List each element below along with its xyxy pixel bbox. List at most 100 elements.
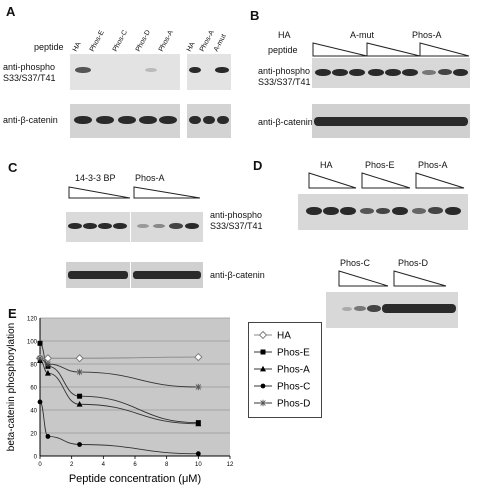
panel-b-gradient-triangles <box>312 42 470 57</box>
blot-band <box>367 305 381 312</box>
x-tick-label: 0 <box>38 462 42 468</box>
panel-b-group-ha: HA <box>278 30 291 40</box>
blot-band <box>189 67 201 73</box>
panel-c-blot2-right <box>131 262 203 288</box>
panel-a-letter: A <box>6 4 16 19</box>
legend-marker-ha <box>258 330 268 340</box>
data-point-ha <box>194 352 203 362</box>
series-line-phos-c <box>39 401 199 455</box>
panel-b-blot2-label: anti-β-catenin <box>258 117 313 127</box>
blot-band <box>203 116 215 124</box>
panel-d-blot-bottom <box>326 292 458 328</box>
concentration-gradient-triangle <box>419 42 470 57</box>
concentration-gradient-triangle <box>338 270 389 287</box>
panel-b-blot1-label: anti-phospho S33/S37/T41 <box>258 66 311 88</box>
data-point-phos-e <box>77 393 83 399</box>
legend-label-phos-a: Phos-A <box>277 365 310 376</box>
blot-band <box>453 69 468 76</box>
panel-a-blot2-label: anti-β-catenin <box>3 115 58 125</box>
blot-band <box>98 223 112 229</box>
legend-label-ha: HA <box>277 331 291 342</box>
x-tick-label: 12 <box>227 462 234 468</box>
x-tick-label: 10 <box>195 462 202 468</box>
panel-e-letter: E <box>8 306 17 321</box>
blot-band <box>445 207 461 215</box>
blot-band <box>217 116 229 124</box>
data-point-phos-e <box>37 340 43 346</box>
data-point-phos-c <box>45 434 51 439</box>
panel-c-letter: C <box>8 160 18 175</box>
panel-a-lane-phos-d: Phos-D <box>134 29 152 53</box>
panel-c-group-phos-a: Phos-A <box>135 173 165 183</box>
blot-band <box>145 68 157 72</box>
panel-c-blot1-label-line1: anti-phospho <box>210 210 263 220</box>
legend-label-phos-e: Phos-E <box>277 348 310 359</box>
blot-band <box>159 116 177 124</box>
panel-b-blot1-label-line1: anti-phospho <box>258 66 311 76</box>
panel-a-blot1-right <box>187 54 231 90</box>
concentration-gradient-triangle <box>415 172 465 189</box>
x-axis-label: Peptide concentration (μM) <box>69 473 201 485</box>
x-tick-label: 4 <box>102 462 106 468</box>
panel-a-blot2-left <box>70 104 180 138</box>
blot-band <box>360 208 374 214</box>
marker-stroke <box>37 355 43 361</box>
y-tick-label: 120 <box>27 317 38 323</box>
blot-band <box>118 116 136 124</box>
y-tick-label: 80 <box>30 363 37 369</box>
panel-c-blot1-left <box>66 212 130 242</box>
blot-band <box>113 223 127 229</box>
panel-a-blot1-left <box>70 54 180 90</box>
blot-band <box>402 69 418 76</box>
blot-band <box>314 117 468 126</box>
panel-d-group-ha: HA <box>320 160 333 170</box>
blot-band <box>385 69 401 76</box>
data-point-phos-c <box>195 451 201 457</box>
data-point-phos-a <box>44 370 51 376</box>
panel-b-blot1-label-line2: S33/S37/T41 <box>258 77 311 87</box>
marker-stroke <box>195 384 202 390</box>
x-tick-label: 8 <box>165 462 169 468</box>
concentration-gradient-triangle <box>312 42 368 57</box>
panel-d-group-phos-a: Phos-A <box>418 160 448 170</box>
legend-entries: HA Phos-E Phos-A Phos-C Phos-D <box>254 330 310 410</box>
panel-c-gradient-triangles <box>68 186 201 199</box>
blot-band <box>83 223 97 229</box>
blot-band <box>368 69 384 76</box>
panel-a-lane-phos-a: Phos-A <box>157 29 175 53</box>
panel-d-group-phos-d: Phos-D <box>398 258 429 268</box>
y-tick-label: 40 <box>30 409 37 415</box>
panel-d-letter: D <box>253 158 263 173</box>
data-point-phos-d <box>44 360 52 368</box>
panel-a-blot1-label-line1: anti-phospho <box>3 62 56 72</box>
data-point-phos-a <box>76 401 83 407</box>
data-point-phos-d <box>195 383 202 391</box>
data-point-phos-d <box>76 368 83 376</box>
panel-c-blot2-label: anti-β-catenin <box>210 270 265 280</box>
panel-c-blot1-label-line2: S33/S37/T41 <box>210 221 263 231</box>
data-point-ha <box>75 354 84 363</box>
panel-d-gradient-triangles-top <box>308 172 465 189</box>
blot-band <box>349 69 365 76</box>
panel-a-peptide-label: peptide <box>34 42 64 52</box>
blot-band <box>74 116 92 124</box>
concentration-gradient-triangle <box>133 186 201 199</box>
panel-b-blot1 <box>312 58 470 88</box>
panel-b-peptide-label: peptide <box>268 45 298 55</box>
series-line-phos-a <box>39 360 199 425</box>
blot-band <box>96 116 114 124</box>
blot-band <box>137 224 149 228</box>
y-axis-label: beta-catenin phosphorylation <box>6 323 17 451</box>
panel-c-group-14-3-3-bp: 14-3-3 BP <box>75 173 116 183</box>
series-markers <box>35 340 203 457</box>
marker-stroke <box>76 369 83 375</box>
data-point-phos-c <box>77 442 82 447</box>
y-tick-label: 20 <box>30 432 37 438</box>
blot-band <box>438 69 452 75</box>
panel-a-lane-phos-c: Phos-C <box>111 29 129 53</box>
panel-b-group-phos-a: Phos-A <box>412 30 442 40</box>
concentration-gradient-triangle <box>361 172 411 189</box>
panel-e-chart: 0 20 40 60 80 100 120 0 2 4 6 8 10 12 beta-catenin ph… <box>6 317 234 486</box>
blot-band <box>332 69 348 76</box>
legend-marker-phos-c <box>260 383 266 389</box>
